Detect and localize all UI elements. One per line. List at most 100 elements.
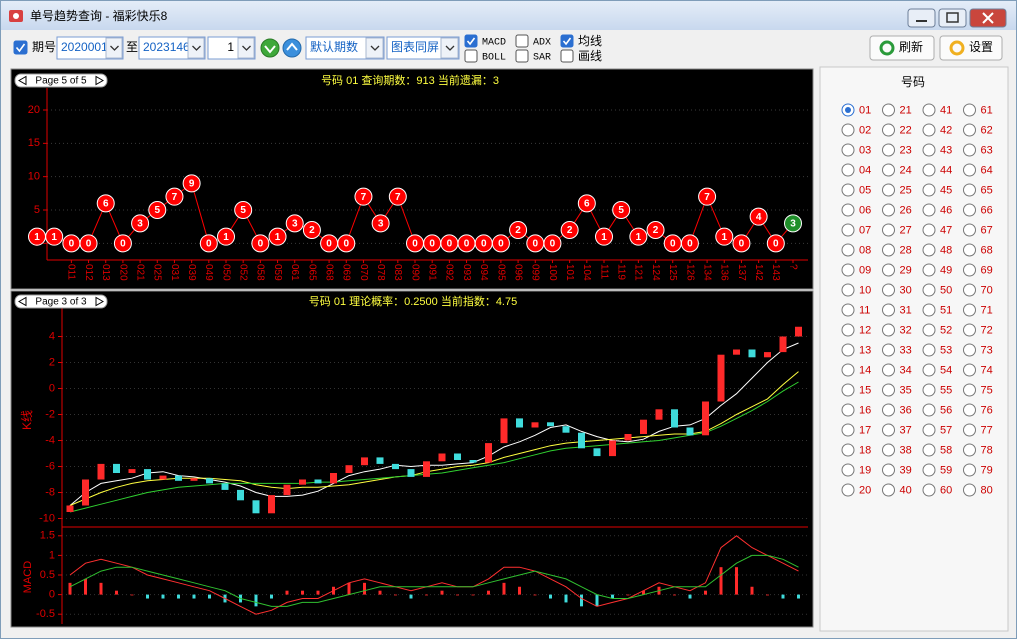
radio[interactable]: [841, 483, 855, 497]
radio[interactable]: [963, 103, 976, 117]
radio[interactable]: [963, 263, 976, 277]
radio[interactable]: [882, 443, 895, 457]
radio[interactable]: [841, 443, 855, 457]
radio[interactable]: [963, 343, 976, 357]
radio[interactable]: [882, 223, 895, 237]
radio[interactable]: [882, 283, 895, 297]
radio[interactable]: [963, 403, 976, 417]
indicator-checkbox[interactable]: [560, 34, 574, 48]
radio[interactable]: [922, 383, 936, 397]
radio[interactable]: [841, 263, 855, 277]
dropdown-button[interactable]: [105, 37, 123, 59]
radio[interactable]: [882, 303, 895, 317]
indicator-checkbox[interactable]: [515, 49, 529, 63]
radio[interactable]: [922, 323, 936, 337]
radio[interactable]: [922, 303, 936, 317]
radio[interactable]: [841, 423, 855, 437]
radio[interactable]: [882, 143, 895, 157]
radio[interactable]: [922, 423, 936, 437]
radio[interactable]: [963, 423, 976, 437]
radio[interactable]: [882, 203, 895, 217]
radio[interactable]: [963, 463, 976, 477]
radio[interactable]: [922, 123, 936, 137]
radio[interactable]: [882, 423, 895, 437]
dropdown[interactable]: [305, 36, 385, 60]
radio[interactable]: [963, 123, 976, 137]
radio[interactable]: [922, 363, 936, 377]
page-nav[interactable]: [14, 294, 108, 309]
radio[interactable]: [841, 283, 855, 297]
radio[interactable]: [841, 343, 855, 357]
radio[interactable]: [841, 203, 855, 217]
radio[interactable]: [963, 163, 976, 177]
radio[interactable]: [841, 463, 855, 477]
radio[interactable]: [882, 343, 895, 357]
radio[interactable]: [841, 323, 855, 337]
radio[interactable]: [882, 103, 895, 117]
minimize-button[interactable]: [907, 8, 936, 28]
radio[interactable]: [841, 403, 855, 417]
page-prev[interactable]: [17, 75, 27, 86]
radio[interactable]: [963, 443, 976, 457]
radio[interactable]: [922, 143, 936, 157]
radio[interactable]: [882, 243, 895, 257]
radio[interactable]: [922, 343, 936, 357]
radio[interactable]: [963, 323, 976, 337]
radio[interactable]: [841, 143, 855, 157]
radio[interactable]: [882, 163, 895, 177]
dropdown-button[interactable]: [440, 37, 459, 59]
radio[interactable]: [922, 223, 936, 237]
radio[interactable]: [882, 463, 895, 477]
radio[interactable]: [963, 203, 976, 217]
radio[interactable]: [922, 483, 936, 497]
radio[interactable]: [963, 283, 976, 297]
radio[interactable]: [841, 303, 855, 317]
radio[interactable]: [841, 183, 855, 197]
prev-button[interactable]: [282, 38, 302, 58]
radio[interactable]: [963, 243, 976, 257]
period-checkbox[interactable]: [13, 40, 28, 55]
radio[interactable]: [882, 183, 895, 197]
dropdown-button[interactable]: [187, 37, 205, 59]
radio[interactable]: [882, 403, 895, 417]
radio[interactable]: [963, 223, 976, 237]
radio[interactable]: [963, 143, 976, 157]
radio[interactable]: [922, 403, 936, 417]
radio[interactable]: [841, 383, 855, 397]
radio[interactable]: [882, 383, 895, 397]
radio[interactable]: [922, 203, 936, 217]
radio[interactable]: [963, 383, 976, 397]
radio[interactable]: [841, 243, 855, 257]
dropdown-button[interactable]: [237, 37, 255, 59]
page-next[interactable]: [95, 75, 105, 86]
radio[interactable]: [922, 443, 936, 457]
radio[interactable]: [963, 303, 976, 317]
dropdown-button[interactable]: [365, 37, 384, 59]
radio[interactable]: [841, 123, 855, 137]
radio[interactable]: [963, 363, 976, 377]
radio[interactable]: [922, 283, 936, 297]
next-button[interactable]: [260, 38, 280, 58]
radio[interactable]: [841, 223, 855, 237]
radio[interactable]: [963, 483, 976, 497]
radio[interactable]: [882, 123, 895, 137]
page-next[interactable]: [95, 296, 105, 307]
radio[interactable]: [882, 363, 895, 377]
radio[interactable]: [922, 163, 936, 177]
maximize-button[interactable]: [938, 8, 967, 28]
radio[interactable]: [922, 243, 936, 257]
radio[interactable]: [882, 263, 895, 277]
indicator-checkbox[interactable]: [464, 49, 478, 63]
indicator-checkbox[interactable]: [464, 34, 478, 48]
page-prev[interactable]: [17, 296, 27, 307]
indicator-checkbox[interactable]: [515, 34, 529, 48]
radio[interactable]: [882, 483, 895, 497]
radio[interactable]: [922, 183, 936, 197]
radio[interactable]: [922, 463, 936, 477]
radio[interactable]: [841, 163, 855, 177]
radio[interactable]: [841, 363, 855, 377]
page-nav[interactable]: [14, 73, 108, 88]
indicator-checkbox[interactable]: [560, 49, 574, 63]
radio[interactable]: [922, 263, 936, 277]
radio[interactable]: [963, 183, 976, 197]
